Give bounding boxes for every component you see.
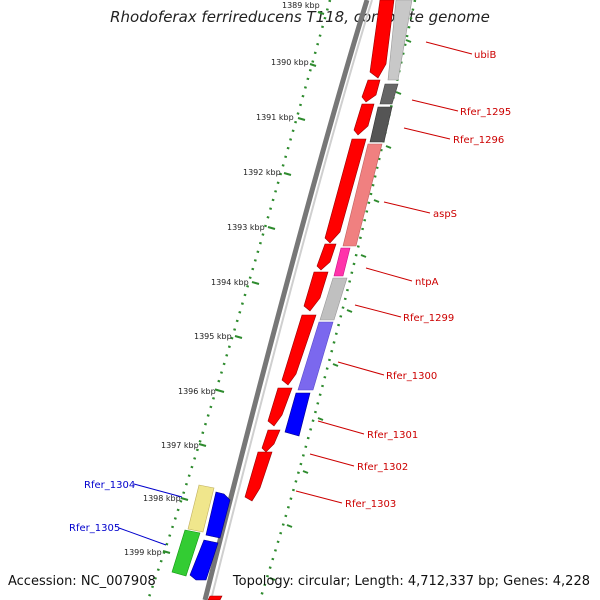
tick-label: 1393 kbp [227, 223, 265, 232]
tick-1399: 1399 kbp [124, 548, 171, 557]
backbone-outer [202, 0, 370, 600]
tick-label: 1396 kbp [178, 387, 216, 396]
cds-feature [361, 79, 381, 103]
gene-label-Rfer_1305: Rfer_1305 [69, 523, 120, 534]
cds-feature [324, 138, 367, 244]
cds-feature [205, 491, 231, 539]
tick-1397: 1397 kbp [161, 441, 207, 450]
tick-label: 1394 kbp [211, 278, 249, 287]
gene-Rfer_1295 [379, 83, 399, 105]
tick-1395: 1395 kbp [194, 332, 243, 341]
tick-label: 1390 kbp [271, 58, 309, 67]
gene-Rfer_1300 [297, 321, 334, 391]
gene-label-ubiB: ubiB [474, 50, 496, 61]
gene-Rfer_1305 [171, 529, 201, 577]
inner-ruler-ticks [269, 39, 412, 581]
gene-label-Rfer_1299: Rfer_1299 [403, 313, 454, 324]
gene-label-Rfer_1300: Rfer_1300 [386, 371, 437, 382]
genome-summary-text: Topology: circular; Length: 4,712,337 bp… [232, 574, 590, 589]
cds-feature [207, 595, 223, 600]
tick-label: 1398 kbp [143, 494, 181, 503]
tick-label: 1395 kbp [194, 332, 232, 341]
cds-feature [303, 271, 329, 312]
tick-1396: 1396 kbp [178, 387, 225, 396]
gene-labels-right: ubiB Rfer_1295 Rfer_1296 aspS ntpA Rfer_… [295, 41, 511, 510]
tick-1391: 1391 kbp [256, 113, 306, 122]
tick-label: 1392 kbp [243, 168, 281, 177]
gene-labels-left: Rfer_1304 Rfer_1305 [69, 480, 183, 546]
gene-Rfer_1301 [284, 392, 311, 437]
gene-track [284, 0, 413, 437]
gene-ntpA [333, 247, 351, 277]
gene-Rfer_1304 [187, 484, 215, 533]
left-gene-track [171, 484, 231, 581]
tick-marks: 1389 kbp 1390 kbp 1391 kbp 1392 kbp 1393… [124, 1, 325, 557]
cds-track [207, 0, 395, 600]
gene-label-Rfer_1303: Rfer_1303 [345, 499, 396, 510]
gene-label-Rfer_1304: Rfer_1304 [84, 480, 135, 491]
accession-text: Accession: NC_007908 [8, 574, 156, 589]
tick-1398: 1398 kbp [143, 494, 189, 503]
cds-feature [189, 539, 219, 581]
cds-feature [267, 387, 293, 427]
gene-label-aspS: aspS [433, 209, 457, 220]
cds-feature [353, 103, 375, 136]
tick-label: 1397 kbp [161, 441, 199, 450]
tick-1389: 1389 kbp [282, 1, 325, 15]
gene-aspS [342, 143, 383, 247]
tick-label: 1389 kbp [282, 1, 320, 10]
gene-Rfer_1299 [319, 277, 348, 321]
gene-label-ntpA: ntpA [415, 277, 439, 288]
gene-label-Rfer_1296: Rfer_1296 [453, 135, 504, 146]
tick-ruler-left [146, 0, 332, 600]
tick-1390: 1390 kbp [271, 58, 317, 67]
tick-1393: 1393 kbp [227, 223, 276, 232]
cds-feature [281, 314, 317, 386]
tick-1394: 1394 kbp [211, 278, 260, 287]
gene-Rfer_1296 [369, 106, 393, 143]
tick-label: 1399 kbp [124, 548, 162, 557]
tick-1392: 1392 kbp [243, 168, 292, 177]
gene-label-Rfer_1295: Rfer_1295 [460, 107, 511, 118]
gene-label-Rfer_1301: Rfer_1301 [367, 430, 418, 441]
cds-feature [244, 451, 273, 502]
tick-label: 1391 kbp [256, 113, 294, 122]
cds-feature [316, 243, 337, 271]
gene-ubiB [387, 0, 413, 81]
cds-feature [369, 0, 395, 79]
cds-feature [261, 429, 281, 453]
backbone-inner [210, 0, 373, 600]
gene-label-Rfer_1302: Rfer_1302 [357, 462, 408, 473]
